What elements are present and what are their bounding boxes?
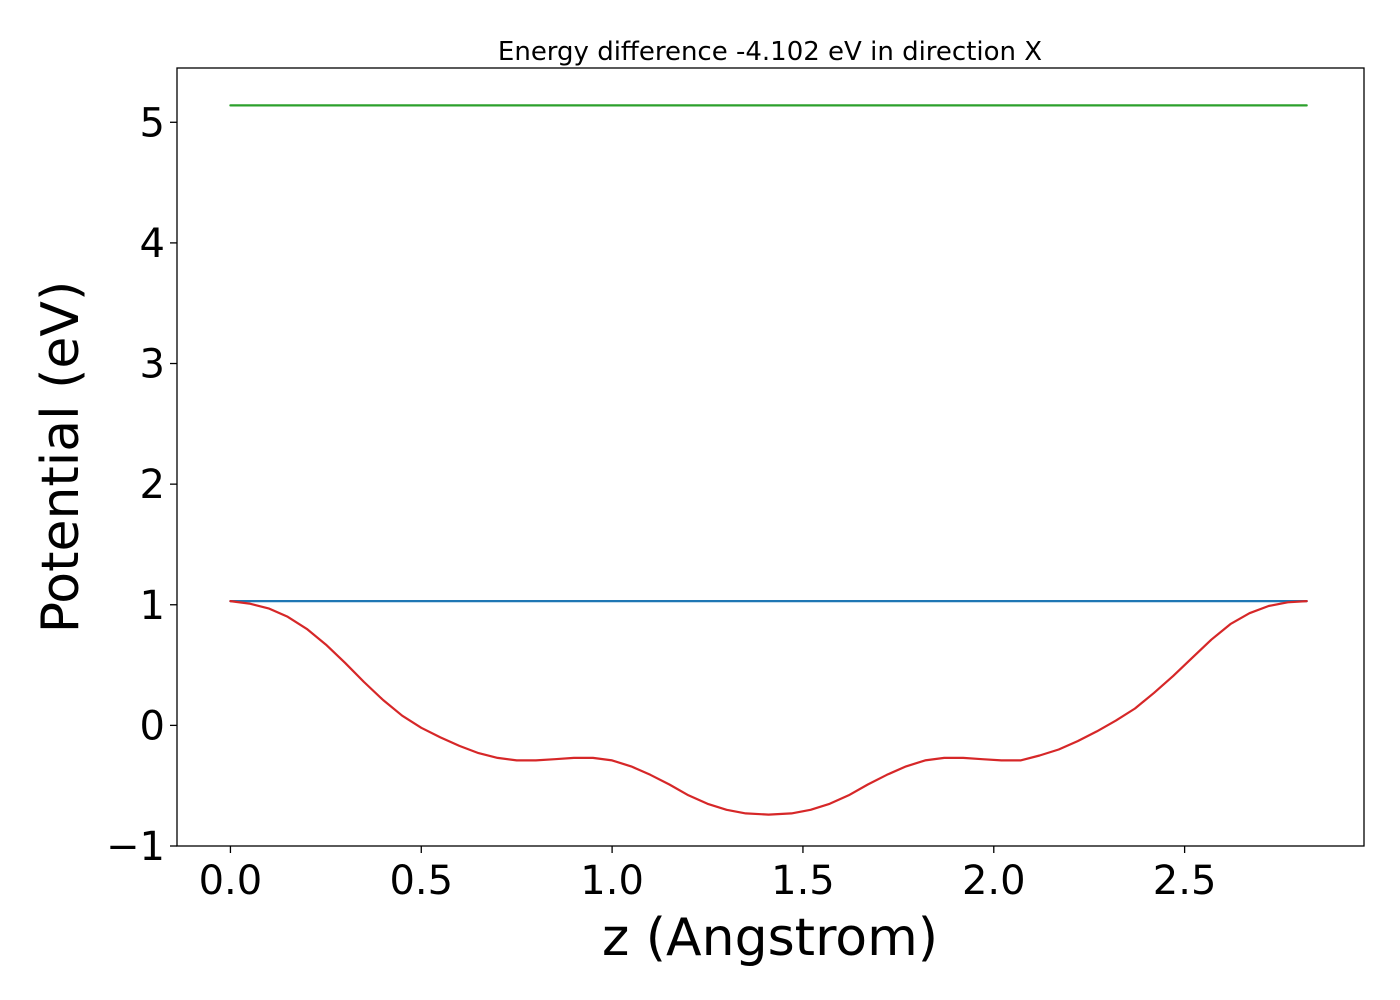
chart-title: Energy difference -4.102 eV in direction… xyxy=(498,37,1042,67)
x-tick-label: 1.5 xyxy=(771,858,835,904)
x-tick-label: 1.0 xyxy=(580,858,644,904)
y-tick-label: −1 xyxy=(106,824,165,870)
x-axis: 0.0 0.5 1.0 1.5 2.0 2.5 xyxy=(199,846,1217,904)
y-tick-label: 0 xyxy=(140,703,165,749)
plot-area xyxy=(229,104,1308,816)
x-tick-label: 0.0 xyxy=(199,858,263,904)
y-axis: −1 0 1 2 3 4 5 xyxy=(106,100,177,870)
x-tick-label: 2.5 xyxy=(1153,858,1217,904)
x-axis-label: z (Angstrom) xyxy=(602,908,938,968)
y-tick-label: 4 xyxy=(140,221,165,267)
y-tick-label: 5 xyxy=(140,100,165,146)
y-axis-label: Potential (eV) xyxy=(31,281,91,633)
x-tick-label: 2.0 xyxy=(962,858,1026,904)
plot-frame xyxy=(176,67,1365,847)
y-tick-label: 2 xyxy=(140,462,165,508)
series-line-2 xyxy=(229,599,1308,816)
x-tick-label: 0.5 xyxy=(389,858,453,904)
y-tick-label: 3 xyxy=(140,342,165,388)
y-tick-label: 1 xyxy=(140,583,165,629)
